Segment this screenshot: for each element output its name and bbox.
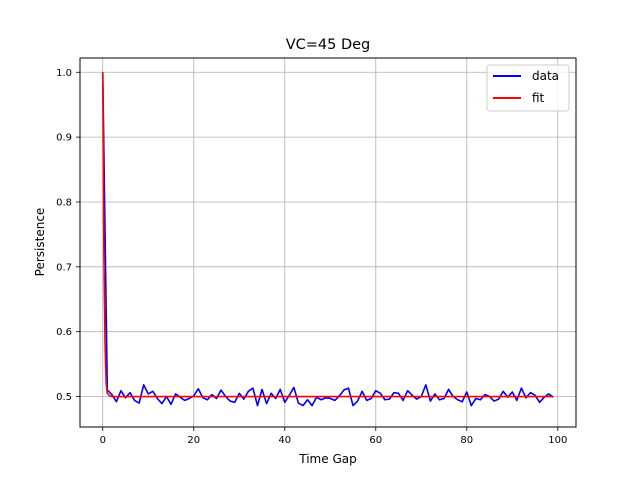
y-tick-label: 0.8 bbox=[56, 197, 72, 208]
y-tick-label: 0.6 bbox=[56, 327, 72, 338]
chart-title: VC=45 Deg bbox=[286, 37, 371, 53]
grid bbox=[80, 58, 576, 427]
legend-label-fit: fit bbox=[532, 91, 545, 105]
x-tick-label: 80 bbox=[460, 435, 473, 446]
series-layer bbox=[101, 72, 554, 407]
series-line-fit bbox=[101, 72, 554, 398]
y-axis-label: Persistence bbox=[33, 208, 47, 277]
y-tick-label: 0.9 bbox=[56, 133, 72, 144]
series-line-data bbox=[101, 72, 554, 407]
ticks: 0 20 40 60 80 100 0.5 0.6 0.7 0.8 0.9 1.0 bbox=[56, 68, 567, 446]
x-tick-label: 20 bbox=[187, 435, 200, 446]
y-tick-label: 0.7 bbox=[56, 262, 72, 273]
y-tick-label: 0.5 bbox=[56, 392, 72, 403]
legend-label-data: data bbox=[532, 69, 559, 83]
x-tick-label: 100 bbox=[548, 435, 567, 446]
plot-frame bbox=[79, 57, 577, 428]
x-tick-label: 60 bbox=[369, 435, 382, 446]
x-tick-label: 0 bbox=[100, 435, 106, 446]
x-axis-label: Time Gap bbox=[298, 452, 356, 466]
x-tick-label: 40 bbox=[278, 435, 291, 446]
legend: data fit bbox=[486, 64, 570, 112]
y-tick-label: 1.0 bbox=[56, 68, 72, 79]
